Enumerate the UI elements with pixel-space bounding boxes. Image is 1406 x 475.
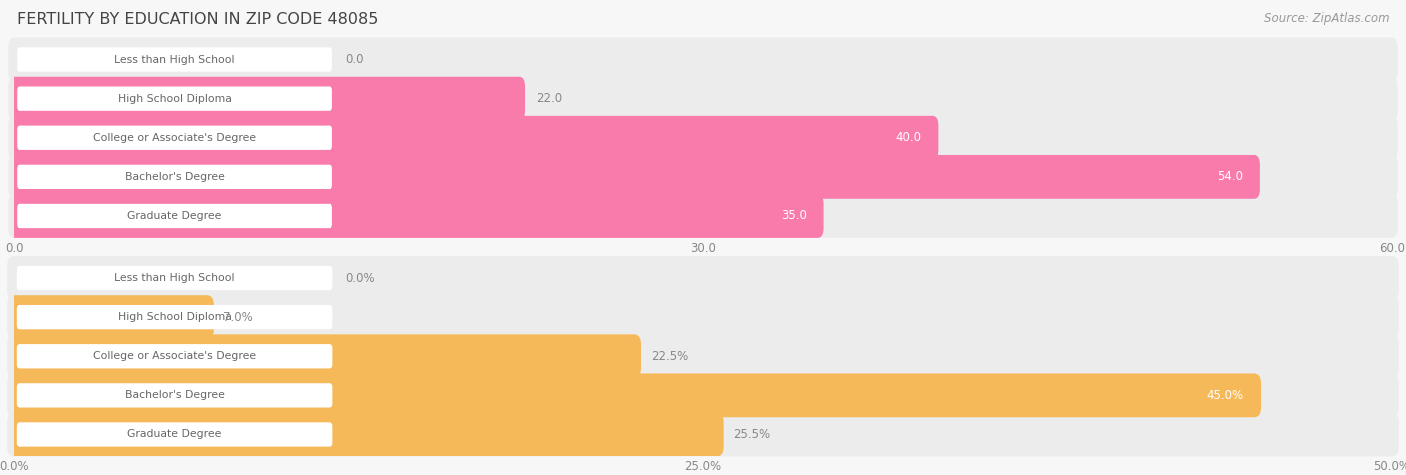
FancyBboxPatch shape [8, 155, 1398, 199]
FancyBboxPatch shape [8, 194, 1398, 238]
FancyBboxPatch shape [17, 48, 332, 72]
Text: Graduate Degree: Graduate Degree [128, 429, 222, 439]
FancyBboxPatch shape [7, 334, 641, 378]
Text: Less than High School: Less than High School [114, 273, 235, 283]
Text: 22.5%: 22.5% [651, 350, 688, 363]
Text: College or Associate's Degree: College or Associate's Degree [93, 133, 256, 143]
FancyBboxPatch shape [7, 413, 1399, 456]
FancyBboxPatch shape [7, 295, 1399, 339]
FancyBboxPatch shape [8, 194, 824, 238]
FancyBboxPatch shape [7, 373, 1261, 417]
FancyBboxPatch shape [17, 344, 332, 369]
Text: High School Diploma: High School Diploma [118, 94, 232, 104]
FancyBboxPatch shape [8, 38, 1398, 81]
Text: 45.0%: 45.0% [1206, 389, 1243, 402]
FancyBboxPatch shape [8, 77, 1398, 121]
FancyBboxPatch shape [7, 373, 1399, 417]
Text: 40.0: 40.0 [896, 131, 921, 144]
Text: High School Diploma: High School Diploma [118, 312, 232, 322]
Text: 7.0%: 7.0% [224, 311, 253, 323]
Text: Bachelor's Degree: Bachelor's Degree [125, 172, 225, 182]
FancyBboxPatch shape [8, 116, 938, 160]
FancyBboxPatch shape [7, 334, 1399, 378]
FancyBboxPatch shape [17, 305, 332, 329]
Text: 0.0%: 0.0% [344, 272, 374, 285]
FancyBboxPatch shape [17, 204, 332, 228]
FancyBboxPatch shape [7, 295, 214, 339]
Text: Bachelor's Degree: Bachelor's Degree [125, 390, 225, 400]
Text: 25.5%: 25.5% [734, 428, 770, 441]
FancyBboxPatch shape [17, 86, 332, 111]
FancyBboxPatch shape [8, 155, 1260, 199]
FancyBboxPatch shape [17, 165, 332, 189]
Text: 54.0: 54.0 [1218, 171, 1243, 183]
Text: 35.0: 35.0 [780, 209, 807, 222]
FancyBboxPatch shape [7, 256, 1399, 300]
Text: 22.0: 22.0 [536, 92, 562, 105]
FancyBboxPatch shape [17, 383, 332, 408]
FancyBboxPatch shape [7, 413, 724, 456]
Text: Graduate Degree: Graduate Degree [128, 211, 222, 221]
FancyBboxPatch shape [17, 422, 332, 446]
Text: Source: ZipAtlas.com: Source: ZipAtlas.com [1264, 12, 1389, 25]
Text: Less than High School: Less than High School [114, 55, 235, 65]
FancyBboxPatch shape [17, 266, 332, 290]
FancyBboxPatch shape [17, 125, 332, 150]
FancyBboxPatch shape [8, 116, 1398, 160]
FancyBboxPatch shape [8, 77, 524, 121]
Text: FERTILITY BY EDUCATION IN ZIP CODE 48085: FERTILITY BY EDUCATION IN ZIP CODE 48085 [17, 12, 378, 27]
Text: College or Associate's Degree: College or Associate's Degree [93, 351, 256, 361]
Text: 0.0: 0.0 [344, 53, 363, 66]
